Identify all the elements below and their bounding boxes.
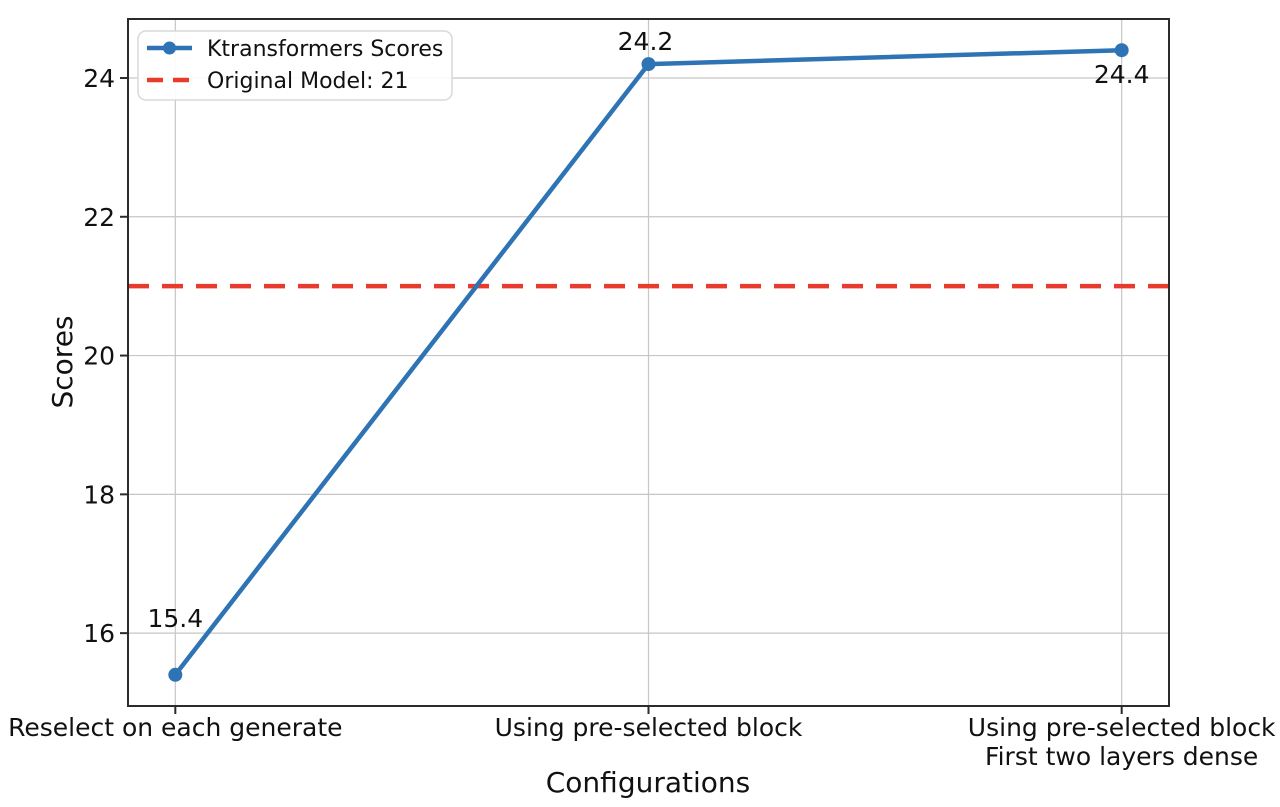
x-tick-label: Using pre-selected block [968,713,1276,742]
y-tick-label: 16 [83,619,115,648]
data-labels: 15.4 24.2 24.4 [147,27,1149,633]
x-tick-label: Reselect on each generate [8,713,342,742]
y-tick-label: 18 [83,480,115,509]
data-label: 24.2 [618,27,674,56]
legend-label-series: Ktransformers Scores [207,37,443,62]
legend-label-reference: Original Model: 21 [207,69,409,94]
plot-series [128,43,1169,682]
y-axis-title: Scores [46,315,79,408]
legend-series-marker [163,41,176,55]
gridlines [128,19,1169,706]
y-tick-label: 22 [83,203,115,232]
y-tick-label: 24 [83,64,115,93]
x-tick-label: First two layers dense [985,742,1258,771]
data-point-marker [1114,43,1129,58]
y-tick-label: 20 [83,342,115,371]
legend: Ktransformers Scores Original Model: 21 [137,30,453,101]
data-point-marker [168,667,183,682]
data-label: 15.4 [147,604,203,633]
legend-box [137,30,453,101]
data-label: 24.4 [1094,60,1150,89]
x-tick-label: Using pre-selected block [495,713,803,742]
x-axis-title: Configurations [546,766,750,799]
axis-ticks: 16 18 20 22 24 Reselect on each generate Using… [8,64,1276,771]
data-point-marker [641,57,656,72]
